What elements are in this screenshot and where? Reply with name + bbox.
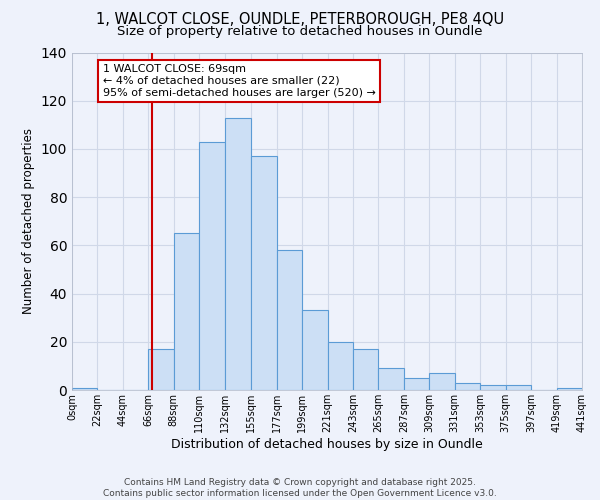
- Bar: [404, 378, 430, 390]
- Bar: [557, 388, 582, 390]
- Bar: [430, 373, 455, 390]
- Bar: [480, 385, 506, 390]
- Text: 1, WALCOT CLOSE, OUNDLE, PETERBOROUGH, PE8 4QU: 1, WALCOT CLOSE, OUNDLE, PETERBOROUGH, P…: [96, 12, 504, 28]
- Text: Contains HM Land Registry data © Crown copyright and database right 2025.
Contai: Contains HM Land Registry data © Crown c…: [103, 478, 497, 498]
- Bar: [224, 118, 251, 390]
- Bar: [251, 156, 277, 390]
- Bar: [328, 342, 353, 390]
- Bar: [506, 385, 531, 390]
- X-axis label: Distribution of detached houses by size in Oundle: Distribution of detached houses by size …: [171, 438, 483, 450]
- Bar: [455, 383, 480, 390]
- Bar: [353, 349, 379, 390]
- Bar: [379, 368, 404, 390]
- Bar: [174, 234, 199, 390]
- Bar: [72, 388, 97, 390]
- Bar: [302, 310, 328, 390]
- Bar: [277, 250, 302, 390]
- Bar: [148, 349, 174, 390]
- Y-axis label: Number of detached properties: Number of detached properties: [22, 128, 35, 314]
- Text: 1 WALCOT CLOSE: 69sqm
← 4% of detached houses are smaller (22)
95% of semi-detac: 1 WALCOT CLOSE: 69sqm ← 4% of detached h…: [103, 64, 376, 98]
- Bar: [199, 142, 224, 390]
- Text: Size of property relative to detached houses in Oundle: Size of property relative to detached ho…: [117, 25, 483, 38]
